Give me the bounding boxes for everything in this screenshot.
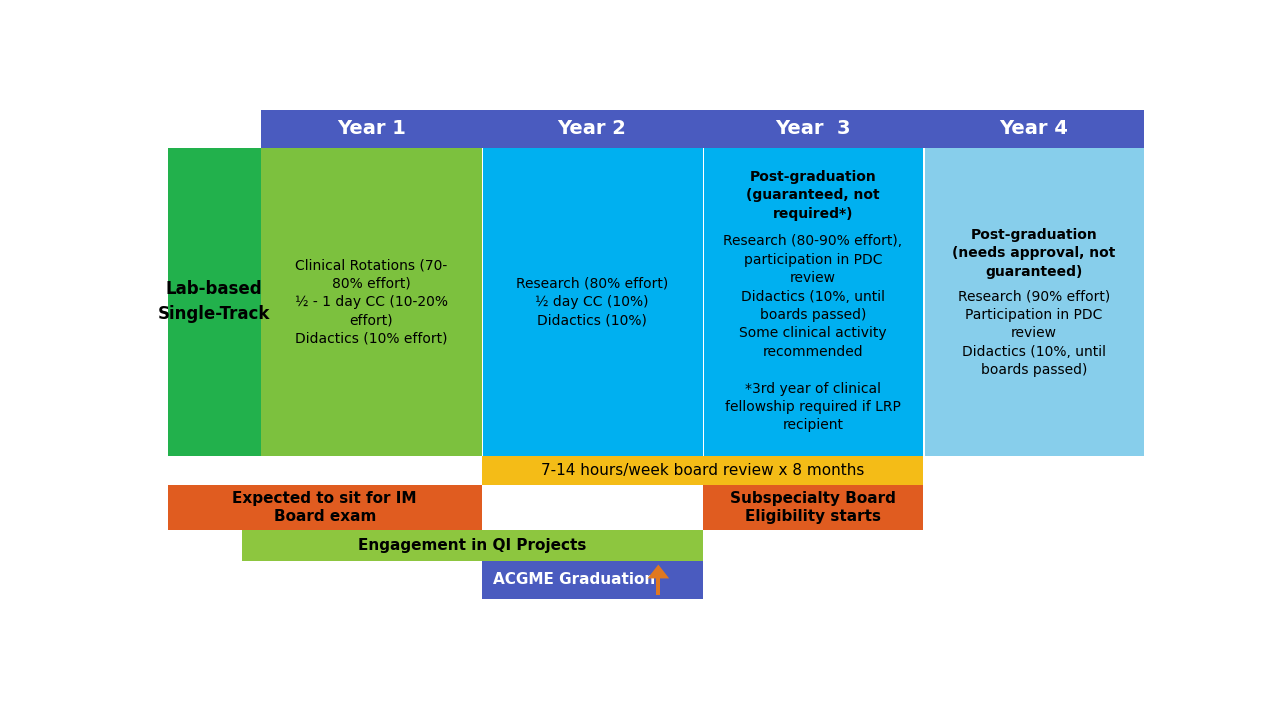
Bar: [168, 148, 261, 456]
Text: Engagement in QI Projects: Engagement in QI Projects: [358, 538, 586, 553]
Bar: [704, 148, 923, 456]
Text: Research (80% effort)
½ day CC (10%)
Didactics (10%): Research (80% effort) ½ day CC (10%) Did…: [516, 276, 668, 328]
Bar: [925, 148, 1144, 456]
Text: Expected to sit for IM
Board exam: Expected to sit for IM Board exam: [233, 491, 417, 524]
Bar: [242, 530, 703, 561]
Text: Post-graduation
(needs approval, not
guaranteed): Post-graduation (needs approval, not gua…: [952, 228, 1115, 279]
Text: Research (80-90% effort),
participation in PDC
review
Didactics (10%, until
boar: Research (80-90% effort), participation …: [723, 235, 902, 433]
Text: Subspecialty Board
Eligibility starts: Subspecialty Board Eligibility starts: [730, 491, 896, 524]
Bar: [483, 148, 703, 456]
Text: 7-14 hours/week board review x 8 months: 7-14 hours/week board review x 8 months: [541, 463, 864, 478]
Text: Clinical Rotations (70-
80% effort)
½ - 1 day CC (10-20%
effort)
Didactics (10% : Clinical Rotations (70- 80% effort) ½ - …: [294, 258, 448, 346]
Text: Year  3: Year 3: [776, 120, 851, 138]
Text: Year 1: Year 1: [337, 120, 406, 138]
Bar: [657, 578, 660, 595]
Bar: [168, 485, 481, 530]
Text: Year 4: Year 4: [1000, 120, 1069, 138]
Bar: [261, 148, 481, 456]
Bar: [703, 485, 923, 530]
Bar: [481, 561, 703, 599]
Text: ACGME Graduation: ACGME Graduation: [493, 572, 655, 588]
Bar: [261, 109, 1144, 148]
Text: Year 2: Year 2: [558, 120, 626, 138]
Text: Lab-based
Single-Track: Lab-based Single-Track: [157, 281, 270, 323]
Text: Research (90% effort)
Participation in PDC
review
Didactics (10%, until
boards p: Research (90% effort) Participation in P…: [957, 289, 1110, 377]
Bar: [481, 456, 923, 485]
Text: Post-graduation
(guaranteed, not
required*): Post-graduation (guaranteed, not require…: [746, 170, 879, 220]
Polygon shape: [648, 564, 669, 578]
